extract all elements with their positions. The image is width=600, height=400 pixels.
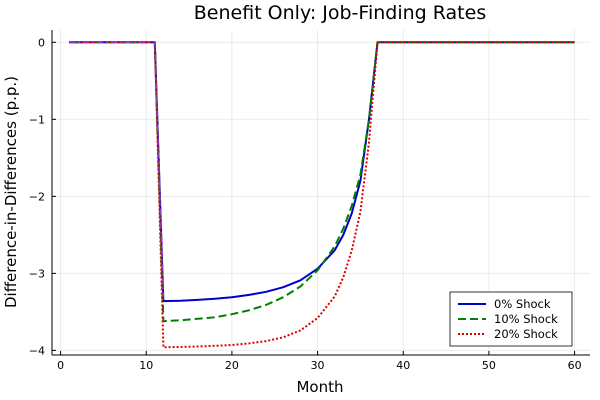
- y-tick-label-4: −4: [29, 344, 45, 357]
- legend-label-1: 10% Shock: [494, 312, 558, 326]
- tick-labels: 0 10 20 30 40 50 60 0 −1 −2 −3 −4: [29, 36, 582, 372]
- legend-label-0: 0% Shock: [494, 297, 551, 311]
- x-tick-label-1: 10: [139, 359, 153, 372]
- chart-title: Benefit Only: Job-Finding Rates: [194, 2, 486, 24]
- y-tick-label-0: 0: [38, 36, 45, 49]
- x-tick-label-5: 50: [482, 359, 496, 372]
- y-tick-label-3: −3: [29, 267, 45, 280]
- y-tick-label-2: −2: [29, 190, 45, 203]
- axes: [51, 30, 590, 356]
- x-axis-label: Month: [296, 378, 343, 396]
- y-tick-label-1: −1: [29, 113, 45, 126]
- x-tick-label-3: 30: [311, 359, 325, 372]
- series-line-0: [69, 41, 575, 303]
- series-lines: [69, 41, 575, 349]
- x-tick-label-6: 60: [568, 359, 582, 372]
- series-line-1: [69, 41, 575, 323]
- overlay-line: [69, 41, 165, 297]
- grid: [52, 30, 590, 355]
- y-axis-label: Difference-in-Differences (p.p.): [2, 76, 20, 308]
- x-tick-label-2: 20: [225, 359, 239, 372]
- legend-label-2: 20% Shock: [494, 327, 558, 341]
- x-tick-label-0: 0: [57, 359, 64, 372]
- x-tick-label-4: 40: [396, 359, 410, 372]
